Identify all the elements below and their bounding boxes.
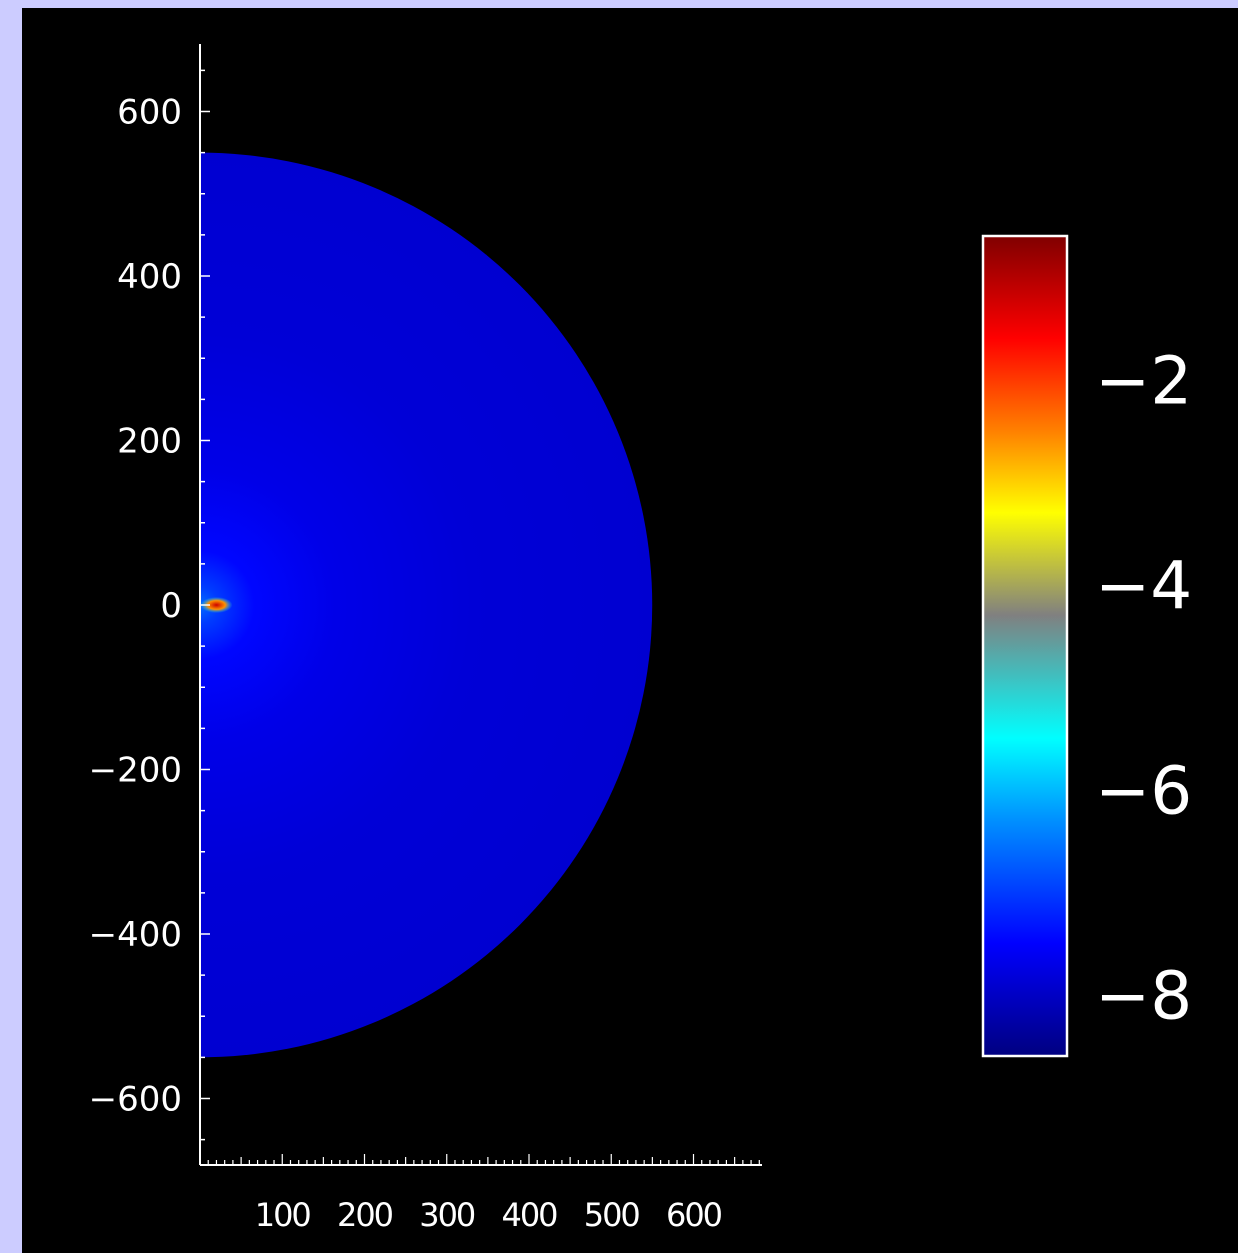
x-tick-labels: 100 200 300 400 500 600	[255, 1196, 724, 1234]
x-tick-label: 200	[337, 1196, 393, 1234]
heatmap-chart: 600 400 200 0 −200 −400 −600 100 200 300 400 500 60…	[89, 44, 1192, 1234]
plot-frame: 600 400 200 0 −200 −400 −600 100 200 300 400 500 60…	[22, 8, 1238, 1253]
y-tick-label: 400	[117, 257, 182, 297]
y-tick-label: −200	[89, 751, 182, 791]
x-tick-label: 100	[255, 1196, 311, 1234]
x-tick-label: 600	[666, 1196, 722, 1234]
half-disk-region	[200, 152, 653, 1058]
hot-spot	[200, 597, 233, 613]
colorbar-tick-label: −2	[1095, 343, 1192, 420]
colorbar-tick-label: −8	[1095, 958, 1192, 1035]
y-tick-label: 200	[117, 422, 182, 462]
y-tick-labels: 600 400 200 0 −200 −400 −600	[89, 93, 182, 1120]
y-tick-label: 0	[160, 586, 182, 626]
y-tick-label: −400	[89, 915, 182, 955]
colorbar-tick-label: −4	[1095, 548, 1192, 625]
y-tick-label: −600	[89, 1080, 182, 1120]
y-tick-label: 600	[117, 93, 182, 133]
axes	[199, 44, 762, 1166]
colorbar-tick-label: −6	[1095, 753, 1192, 830]
x-tick-label: 500	[584, 1196, 640, 1234]
x-tick-label: 300	[419, 1196, 475, 1234]
density-field	[200, 152, 653, 1058]
colorbar: −2 −4 −6 −8	[981, 234, 1192, 1058]
x-tick-label: 400	[501, 1196, 557, 1234]
colorbar-gradient	[981, 234, 1069, 1058]
